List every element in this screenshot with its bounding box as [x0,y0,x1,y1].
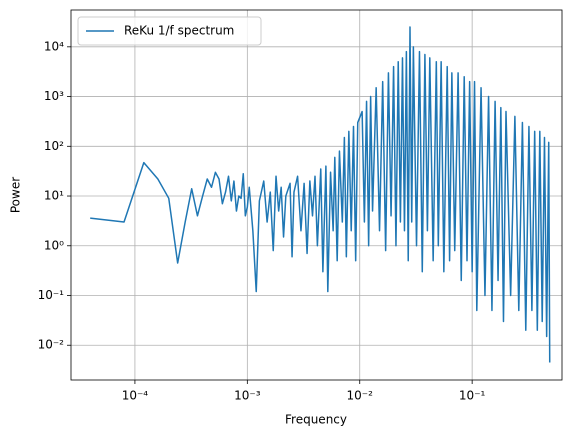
legend-frame [77,16,262,46]
y-tick-label: 10⁴ [44,39,64,53]
x-tick-label: 10⁻² [347,389,374,403]
plot-frame [70,9,563,381]
x-tick-label: 10⁻³ [234,389,261,403]
line [90,26,551,363]
x-tick-label: 10⁻¹ [459,389,486,403]
y-tick-label: 10¹ [44,189,64,203]
y-tick-label: 10⁻¹ [38,288,65,302]
y-tick-label: 10² [44,139,64,153]
x-tick-label: 10⁻⁴ [122,389,149,403]
y-tick-label: 10⁰ [44,238,64,252]
y-axis-label: Power [9,177,23,213]
y-tick-label: 10⁻² [38,338,65,352]
y-tick-label: 10³ [44,89,64,103]
x-axis-label: Frequency [285,413,347,427]
legend-label: ReKu 1/f spectrum [124,24,234,38]
